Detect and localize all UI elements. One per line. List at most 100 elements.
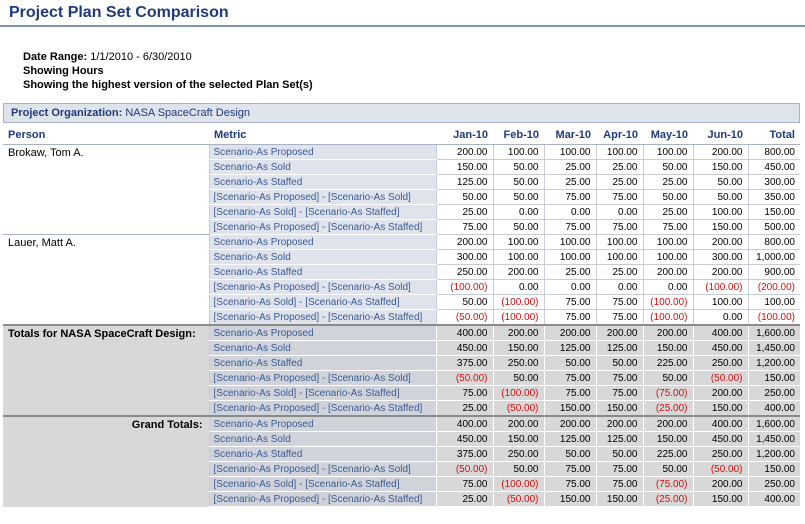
- col-header-metric[interactable]: Metric: [209, 126, 436, 145]
- value-cell: 200.00: [435, 144, 493, 160]
- value-cell: 50.00: [692, 174, 748, 190]
- col-header-person[interactable]: Person: [3, 126, 209, 145]
- value-cell: 100.00: [747, 294, 800, 310]
- col-header-mar[interactable]: Mar-10: [544, 126, 596, 145]
- value-cell: 450.00: [435, 340, 493, 356]
- value-cell: 100.00: [595, 144, 643, 160]
- value-cell: 100.00: [492, 144, 544, 160]
- value-cell: 250.00: [492, 446, 544, 462]
- value-cell: (50.00): [492, 491, 544, 507]
- value-cell: 150.00: [595, 400, 643, 417]
- col-header-jun[interactable]: Jun-10: [693, 126, 748, 145]
- metric-label: [Scenario-As Proposed] - [Scenario-As St…: [208, 219, 436, 235]
- value-cell: 150.00: [747, 461, 800, 477]
- metric-label: Scenario-As Staffed: [208, 174, 436, 190]
- value-cell: 150.00: [692, 219, 748, 235]
- value-cell: (50.00): [435, 461, 493, 477]
- value-cell: 1,200.00: [747, 446, 800, 462]
- value-cell: 200.00: [435, 234, 493, 250]
- showing-line: Showing Hours: [23, 65, 104, 77]
- value-cell: 200.00: [642, 264, 693, 280]
- col-header-total[interactable]: Total: [748, 126, 800, 145]
- value-cell: 200.00: [692, 264, 748, 280]
- value-cell: 0.00: [692, 309, 748, 326]
- value-cell: 50.00: [492, 219, 544, 235]
- table-row: [Scenario-As Proposed] - [Scenario-As St…: [3, 219, 800, 235]
- value-cell: 900.00: [747, 264, 800, 280]
- value-cell: 25.00: [595, 264, 643, 280]
- value-cell: 200.00: [595, 415, 643, 432]
- value-cell: 25.00: [642, 204, 693, 220]
- table-row: [Scenario-As Proposed] - [Scenario-As So…: [3, 279, 800, 295]
- value-cell: 200.00: [692, 234, 748, 250]
- value-cell: 1,450.00: [747, 340, 800, 356]
- totals-row: Scenario-As Staffed 375.00 250.00 50.00 50.0…: [3, 446, 800, 462]
- value-cell: 375.00: [435, 446, 493, 462]
- page-title: Project Plan Set Comparison: [9, 4, 229, 21]
- value-cell: 0.00: [543, 204, 596, 220]
- value-cell: 150.00: [747, 204, 800, 220]
- org-value: NASA SpaceCraft Design: [125, 107, 251, 119]
- value-cell: 50.00: [642, 159, 693, 175]
- value-cell: (25.00): [642, 400, 693, 417]
- value-cell: 75.00: [543, 370, 596, 386]
- value-cell: 250.00: [692, 355, 748, 371]
- table-row: [Scenario-As Proposed] - [Scenario-As So…: [3, 189, 800, 205]
- value-cell: 100.00: [692, 204, 748, 220]
- value-cell: 450.00: [747, 159, 800, 175]
- value-cell: 400.00: [747, 491, 800, 507]
- value-cell: 25.00: [543, 159, 596, 175]
- value-cell: 25.00: [435, 204, 493, 220]
- value-cell: 75.00: [435, 219, 493, 235]
- value-cell: 1,600.00: [747, 324, 800, 341]
- value-cell: 25.00: [435, 400, 493, 417]
- col-header-may[interactable]: May-10: [643, 126, 693, 145]
- totals-row: [Scenario-As Sold] - [Scenario-As Staffe…: [3, 385, 800, 401]
- col-header-jan[interactable]: Jan-10: [436, 126, 493, 145]
- value-cell: 50.00: [595, 355, 643, 371]
- totals-label: Totals for NASA SpaceCraft Design:: [3, 324, 209, 416]
- metric-label: Scenario-As Sold: [208, 159, 436, 175]
- table-row: Brokaw, Tom A. Scenario-As Proposed 200.00…: [3, 144, 800, 235]
- value-cell: 25.00: [543, 174, 596, 190]
- person-name: Brokaw, Tom A.: [3, 144, 209, 235]
- value-cell: 450.00: [692, 340, 748, 356]
- value-cell: 0.00: [595, 204, 643, 220]
- totals-row: [Scenario-As Proposed] - [Scenario-As So…: [3, 370, 800, 386]
- value-cell: 125.00: [543, 431, 596, 447]
- value-cell: 150.00: [543, 491, 596, 507]
- metric-label: [Scenario-As Proposed] - [Scenario-As So…: [208, 370, 436, 386]
- value-cell: 75.00: [595, 294, 643, 310]
- totals-row: [Scenario-As Proposed] - [Scenario-As So…: [3, 461, 800, 477]
- value-cell: 75.00: [435, 385, 493, 401]
- value-cell: 50.00: [492, 370, 544, 386]
- metric-label: [Scenario-As Sold] - [Scenario-As Staffe…: [208, 476, 436, 492]
- totals-row: Scenario-As Staffed 375.00 250.00 50.00 50.0…: [3, 355, 800, 371]
- metric-label: Scenario-As Sold: [208, 340, 436, 356]
- col-header-apr[interactable]: Apr-10: [596, 126, 643, 145]
- table-header-row: Person Metric Jan-10 Feb-10 Mar-10 Apr-1…: [3, 126, 800, 145]
- value-cell: 250.00: [435, 264, 493, 280]
- value-cell: 75.00: [595, 309, 643, 326]
- metric-label: [Scenario-As Proposed] - [Scenario-As So…: [208, 189, 436, 205]
- col-header-feb[interactable]: Feb-10: [493, 126, 544, 145]
- value-cell: 75.00: [543, 189, 596, 205]
- value-cell: 150.00: [543, 400, 596, 417]
- date-range-line: Date Range: 1/1/2010 - 6/30/2010: [23, 50, 313, 64]
- metric-label: Scenario-As Staffed: [208, 264, 436, 280]
- value-cell: 75.00: [595, 461, 643, 477]
- value-cell: 50.00: [692, 189, 748, 205]
- value-cell: 100.00: [595, 234, 643, 250]
- value-cell: 75.00: [595, 476, 643, 492]
- value-cell: 100.00: [595, 249, 643, 265]
- value-cell: (50.00): [492, 400, 544, 417]
- metric-label: [Scenario-As Sold] - [Scenario-As Staffe…: [208, 294, 436, 310]
- title-divider: [0, 25, 805, 27]
- value-cell: (200.00): [747, 279, 800, 295]
- metric-label: [Scenario-As Proposed] - [Scenario-As So…: [208, 279, 436, 295]
- org-header: Project Organization: NASA SpaceCraft De…: [3, 103, 800, 123]
- value-cell: (75.00): [642, 476, 693, 492]
- value-cell: 150.00: [692, 159, 748, 175]
- value-cell: 400.00: [435, 415, 493, 432]
- value-cell: 100.00: [492, 249, 544, 265]
